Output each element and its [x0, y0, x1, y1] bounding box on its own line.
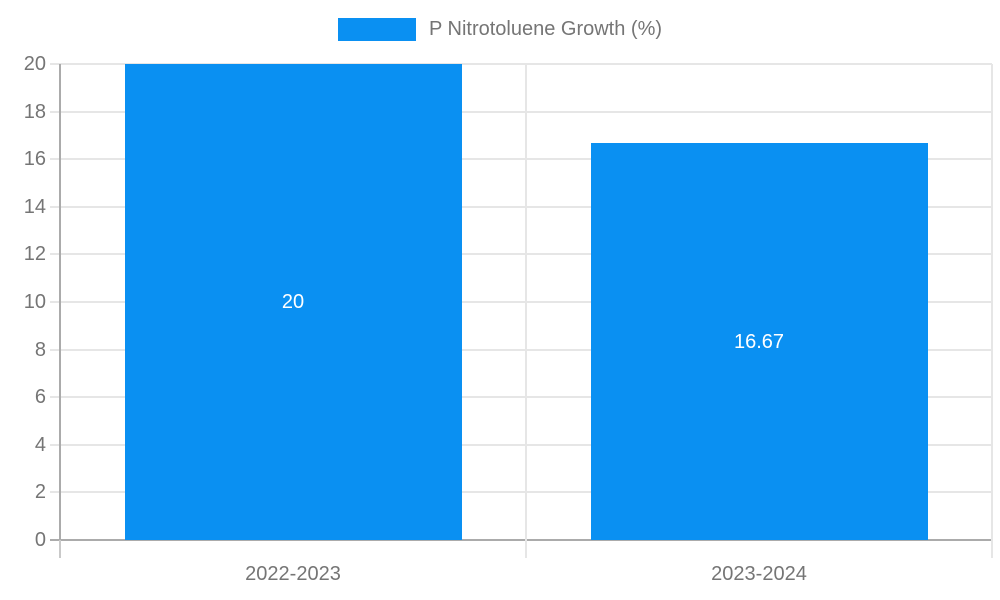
y-gridline	[50, 491, 992, 494]
y-tick-label: 12	[23, 243, 46, 266]
y-axis-line	[59, 64, 61, 540]
category-divider-line	[525, 64, 527, 558]
y-gridline	[50, 348, 992, 351]
y-tick-label: 14	[23, 195, 46, 218]
y-gridline	[50, 110, 992, 113]
y-gridline	[50, 205, 992, 208]
bar-2023-2024[interactable]	[591, 143, 928, 540]
y-tick-label: 18	[23, 100, 46, 123]
y-tick-label: 4	[34, 433, 46, 456]
y-gridline	[50, 158, 992, 161]
y-tick-label: 16	[23, 148, 46, 171]
y-tick-label: 0	[34, 529, 46, 551]
bar-2022-2023[interactable]	[125, 64, 462, 540]
y-tick-label: 10	[23, 291, 46, 313]
y-gridline	[50, 396, 992, 399]
y-axis-tick	[59, 540, 61, 558]
y-gridline	[50, 443, 992, 446]
plot-right-border	[991, 64, 993, 558]
y-gridline	[50, 63, 992, 65]
bar-value-label: 16.67	[733, 331, 785, 353]
y-tick-label: 20	[23, 53, 46, 75]
y-gridline	[50, 301, 992, 303]
y-tick-label: 8	[34, 338, 46, 361]
y-tick-label: 2	[34, 481, 46, 504]
bar-value-label: 20	[281, 291, 305, 313]
x-axis-label: 2022-2023	[245, 563, 341, 585]
legend-swatch	[337, 18, 416, 41]
x-axis-line	[50, 539, 992, 541]
y-gridline	[50, 253, 992, 256]
legend[interactable]: P Nitrotoluene Growth (%)	[0, 18, 1000, 41]
y-tick-label: 6	[34, 386, 46, 409]
legend-label: P Nitrotoluene Growth (%)	[428, 18, 663, 40]
x-axis-label: 2023-2024	[711, 563, 807, 585]
